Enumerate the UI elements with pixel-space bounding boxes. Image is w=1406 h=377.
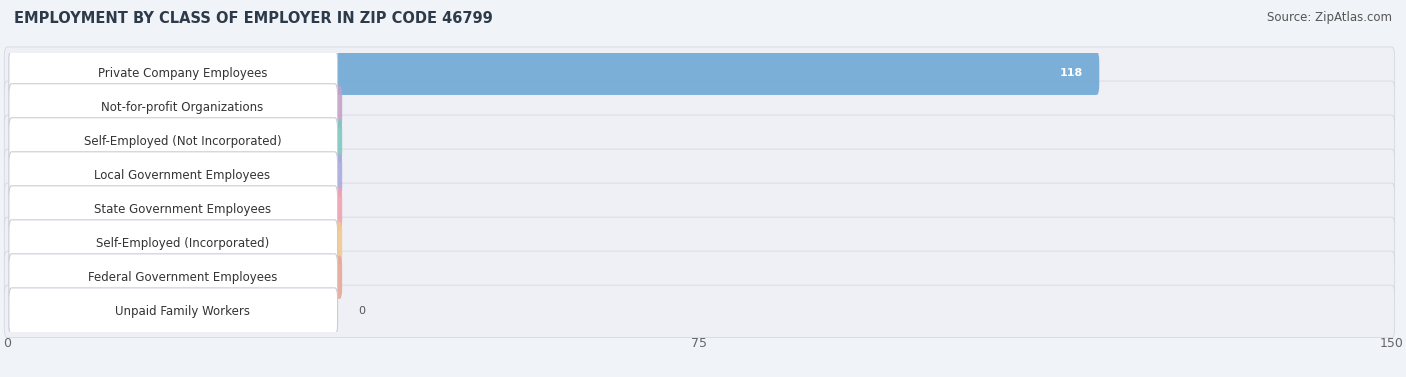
FancyBboxPatch shape <box>4 183 1395 236</box>
FancyBboxPatch shape <box>336 120 342 163</box>
Text: 0: 0 <box>359 307 366 316</box>
FancyBboxPatch shape <box>8 220 337 267</box>
FancyBboxPatch shape <box>4 81 1395 133</box>
Text: State Government Employees: State Government Employees <box>94 203 271 216</box>
FancyBboxPatch shape <box>8 288 337 335</box>
Text: Federal Government Employees: Federal Government Employees <box>87 271 277 284</box>
FancyBboxPatch shape <box>4 251 1395 303</box>
Text: 118: 118 <box>1059 68 1083 78</box>
FancyBboxPatch shape <box>336 51 1099 95</box>
Text: Self-Employed (Not Incorporated): Self-Employed (Not Incorporated) <box>83 135 281 148</box>
Text: Local Government Employees: Local Government Employees <box>94 169 270 182</box>
Text: 10: 10 <box>70 204 86 214</box>
Text: 35: 35 <box>301 102 316 112</box>
Text: 18: 18 <box>143 170 159 180</box>
Text: Self-Employed (Incorporated): Self-Employed (Incorporated) <box>96 237 269 250</box>
Text: EMPLOYMENT BY CLASS OF EMPLOYER IN ZIP CODE 46799: EMPLOYMENT BY CLASS OF EMPLOYER IN ZIP C… <box>14 11 494 26</box>
FancyBboxPatch shape <box>8 50 337 97</box>
FancyBboxPatch shape <box>336 86 342 129</box>
FancyBboxPatch shape <box>8 118 337 165</box>
Text: 20: 20 <box>163 136 177 146</box>
FancyBboxPatch shape <box>8 186 337 233</box>
FancyBboxPatch shape <box>4 47 1395 100</box>
Text: Not-for-profit Organizations: Not-for-profit Organizations <box>101 101 263 114</box>
Text: 3: 3 <box>13 272 21 282</box>
FancyBboxPatch shape <box>336 256 342 299</box>
FancyBboxPatch shape <box>4 149 1395 201</box>
Text: Unpaid Family Workers: Unpaid Family Workers <box>115 305 250 318</box>
Text: Private Company Employees: Private Company Employees <box>97 67 267 80</box>
FancyBboxPatch shape <box>4 285 1395 337</box>
FancyBboxPatch shape <box>4 115 1395 167</box>
FancyBboxPatch shape <box>8 254 337 301</box>
FancyBboxPatch shape <box>4 217 1395 270</box>
Text: Source: ZipAtlas.com: Source: ZipAtlas.com <box>1267 11 1392 24</box>
Text: 3: 3 <box>13 238 21 248</box>
FancyBboxPatch shape <box>8 152 337 199</box>
FancyBboxPatch shape <box>336 222 342 265</box>
FancyBboxPatch shape <box>336 153 342 197</box>
FancyBboxPatch shape <box>8 84 337 131</box>
FancyBboxPatch shape <box>336 187 342 231</box>
